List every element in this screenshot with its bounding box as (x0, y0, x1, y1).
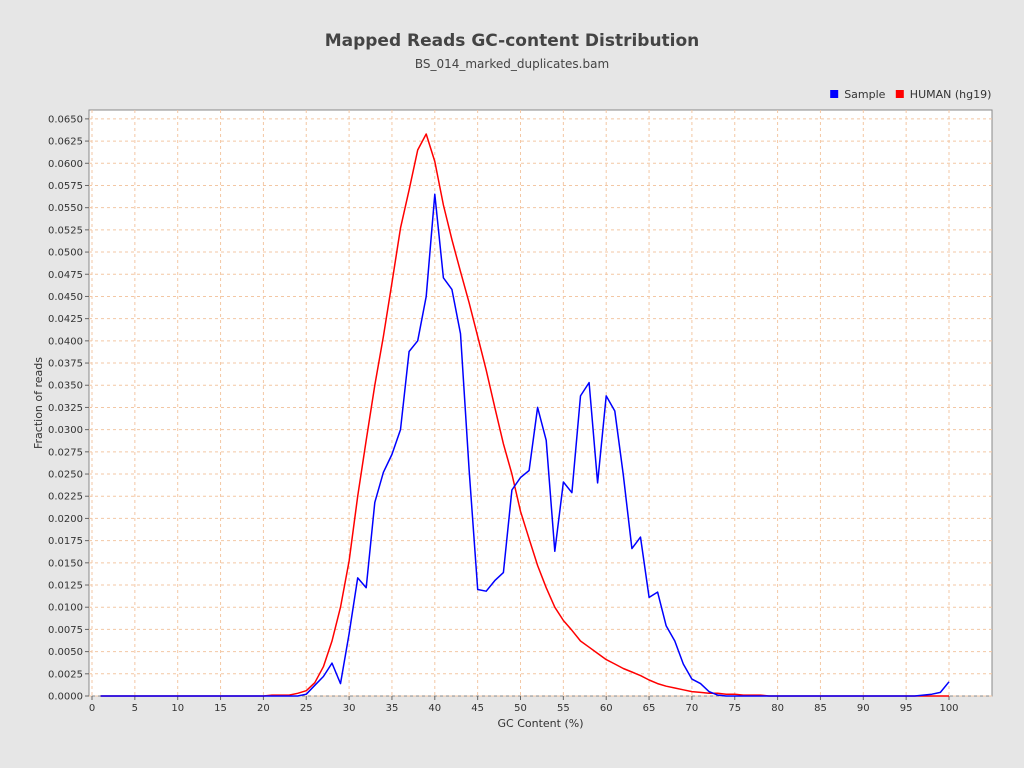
y-tick-label: 0.0450 (48, 292, 83, 303)
y-tick-label: 0.0250 (48, 470, 83, 481)
y-tick-label: 0.0050 (48, 647, 83, 658)
y-tick-label: 0.0150 (48, 558, 83, 569)
y-tick-label: 0.0125 (48, 581, 83, 592)
y-tick-label: 0.0275 (48, 447, 83, 458)
x-tick-label: 75 (728, 703, 741, 714)
y-tick-label: 0.0225 (48, 492, 83, 503)
y-tick-label: 0.0625 (48, 137, 83, 148)
x-tick-label: 15 (214, 703, 227, 714)
plot-area (88, 109, 993, 697)
y-tick-label: 0.0575 (48, 181, 83, 192)
y-tick-label: 0.0400 (48, 336, 83, 347)
y-tick-label: 0.0000 (48, 692, 83, 703)
x-tick-label: 30 (343, 703, 356, 714)
y-tick-label: 0.0475 (48, 270, 83, 281)
y-tick-label: 0.0075 (48, 625, 83, 636)
y-tick-label: 0.0325 (48, 403, 83, 414)
x-tick-label: 90 (857, 703, 870, 714)
y-tick-label: 0.0300 (48, 425, 83, 436)
x-axis-label: GC Content (%) (498, 717, 584, 730)
y-tick-label: 0.0100 (48, 603, 83, 614)
grid-lines (89, 110, 992, 697)
chart-title: Mapped Reads GC-content Distribution (324, 31, 700, 51)
x-tick-label: 70 (686, 703, 699, 714)
x-tick-label: 35 (386, 703, 399, 714)
y-tick-label: 0.0650 (48, 114, 83, 125)
x-tick-label: 50 (514, 703, 527, 714)
series-line-sample (100, 193, 950, 697)
y-tick-label: 0.0025 (48, 669, 83, 680)
legend: Sample HUMAN (hg19) (830, 88, 991, 101)
y-tick-label: 0.0500 (48, 248, 83, 259)
x-tick-label: 10 (171, 703, 184, 714)
x-tick-label: 95 (900, 703, 913, 714)
series-lines (100, 133, 950, 697)
axes: GC Content (%) Fraction of reads 0 5 10 15 2… (32, 114, 959, 730)
chart-subtitle: BS_014_marked_duplicates.bam (414, 57, 610, 71)
x-tick-label: 80 (771, 703, 784, 714)
x-tick-label: 55 (557, 703, 570, 714)
y-axis-label: Fraction of reads (32, 357, 45, 449)
x-tick-label: 5 (132, 703, 138, 714)
y-tick-label: 0.0375 (48, 359, 83, 370)
y-tick-label: 0.0200 (48, 514, 83, 525)
y-tick-label: 0.0525 (48, 225, 83, 236)
x-tick-label: 0 (89, 703, 95, 714)
legend-label-sample: Sample (844, 88, 885, 101)
x-tick-label: 40 (428, 703, 441, 714)
x-tick-label: 100 (939, 703, 958, 714)
x-tick-label: 85 (814, 703, 827, 714)
x-tick-label: 45 (471, 703, 484, 714)
x-tick-label: 60 (600, 703, 613, 714)
x-tick-label: 20 (257, 703, 270, 714)
legend-swatch-sample (830, 90, 839, 98)
y-tick-label: 0.0425 (48, 314, 83, 325)
y-tick-label: 0.0600 (48, 159, 83, 170)
legend-swatch-human-hg19 (895, 90, 904, 98)
y-tick-label: 0.0350 (48, 381, 83, 392)
x-tick-label: 25 (300, 703, 313, 714)
legend-label-human-hg19: HUMAN (hg19) (910, 88, 992, 101)
x-tick-label: 65 (643, 703, 656, 714)
y-tick-label: 0.0550 (48, 203, 83, 214)
y-tick-label: 0.0175 (48, 536, 83, 547)
